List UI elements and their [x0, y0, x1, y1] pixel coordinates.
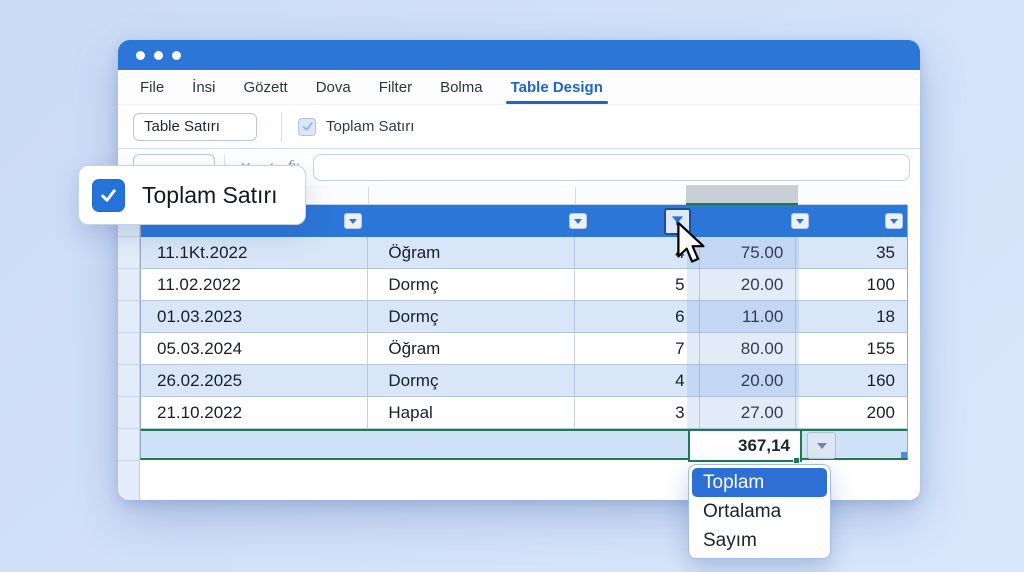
filter-funnel-icon	[671, 216, 684, 227]
dropdown-menu-item-toplam[interactable]: Toplam	[692, 468, 827, 497]
table-cell[interactable]: 160	[866, 371, 895, 390]
table-cell[interactable]: Dormç	[368, 269, 575, 300]
table-cell[interactable]: 11.1Kt.2022	[141, 237, 369, 268]
table-cell[interactable]: 155	[866, 339, 895, 358]
window-dot-icon[interactable]	[136, 50, 145, 60]
row-separator	[118, 364, 139, 365]
total-row-popup-checkbox[interactable]	[92, 178, 125, 212]
menu-bar: File İnsi Gözett Dova Filter Bolma Table Desig…	[118, 70, 920, 104]
table-body: 11.1Kt.2022 Öğram 4 75.00 35 11.02.2022 Dormç 5…	[140, 237, 908, 429]
table-cell[interactable]: 5	[575, 269, 700, 300]
window-dot-icon[interactable]	[154, 50, 163, 60]
table-cell[interactable]: 05.03.2024	[141, 333, 369, 364]
data-table: 11.1Kt.2022 Öğram 4 75.00 35 11.02.2022 Dormç 5…	[140, 205, 908, 464]
window-dot-icon[interactable]	[172, 50, 181, 60]
row-separator	[118, 268, 139, 269]
table-cell[interactable]: 3	[575, 397, 700, 428]
table-cell[interactable]: Öğram	[368, 237, 575, 268]
chevron-down-icon	[574, 218, 582, 224]
table-cell[interactable]: 75.00	[700, 237, 797, 268]
total-value-cell[interactable]: 367,14	[688, 429, 802, 462]
menu-item-gözett[interactable]: Gözett	[243, 78, 288, 96]
total-row-checkbox[interactable]	[298, 117, 316, 136]
chevron-down-icon	[349, 218, 357, 224]
row-separator	[118, 332, 139, 333]
table-row: 01.03.2023 Dormç 6 11.00 18	[140, 301, 908, 333]
column-separator	[368, 187, 369, 204]
table-cell[interactable]: 80.00	[700, 333, 797, 364]
sheet-area: 11.1Kt.2022 Öğram 4 75.00 35 11.02.2022 Dormç 5…	[118, 185, 920, 500]
total-function-dropdown-menu: Toplam Ortalama Sayım	[688, 464, 831, 559]
table-cell[interactable]: 18	[876, 307, 895, 326]
menu-item-bolma[interactable]: Bolma	[440, 78, 483, 96]
menu-item-dova[interactable]: Dova	[315, 78, 351, 96]
chevron-down-icon	[816, 442, 827, 449]
menu-item-file[interactable]: File	[140, 78, 165, 96]
selected-column-header[interactable]	[686, 185, 798, 205]
table-cell[interactable]: 01.03.2023	[141, 301, 369, 332]
formula-input[interactable]	[313, 153, 910, 181]
table-cell[interactable]: 11.02.2022	[141, 269, 369, 300]
chevron-down-icon	[796, 218, 804, 224]
table-row: 05.03.2024 Öğram 7 80.00 155	[140, 333, 908, 365]
table-row: 11.02.2022 Dormç 5 20.00 100	[140, 269, 908, 301]
table-cell[interactable]: 4	[575, 237, 700, 268]
table-cell[interactable]: 20.00	[700, 365, 797, 396]
table-cell[interactable]: 35	[876, 243, 895, 262]
total-row-checkbox-label: Toplam Satırı	[326, 118, 415, 135]
table-row: 21.10.2022 Hapal 3 27.00 200	[140, 397, 908, 429]
ribbon: Toplam Satırı	[118, 104, 920, 148]
title-bar	[118, 40, 920, 70]
column-separator	[575, 187, 576, 204]
table-cell[interactable]: 21.10.2022	[141, 397, 369, 428]
row-separator	[118, 300, 139, 301]
filter-dropdown-button[interactable]	[344, 213, 362, 229]
filter-dropdown-button[interactable]	[885, 213, 903, 229]
total-row-popup-label: Toplam Satırı	[142, 181, 278, 208]
table-cell[interactable]: 26.02.2025	[141, 365, 369, 396]
table-cell[interactable]: 20.00	[700, 269, 797, 300]
checkmark-icon	[302, 122, 313, 131]
table-cell[interactable]: Dormç	[368, 301, 575, 332]
row-separator	[118, 428, 139, 429]
table-cell[interactable]: 7	[575, 333, 700, 364]
filter-dropdown-button[interactable]	[569, 213, 587, 229]
table-row: 26.02.2025 Dormç 4 20.00 160	[140, 365, 908, 397]
table-name-input[interactable]	[133, 112, 257, 141]
row-separator	[118, 396, 139, 397]
row-separator	[118, 460, 139, 461]
menu-item-i̇nsi[interactable]: İnsi	[192, 78, 216, 96]
dropdown-menu-item-sayım[interactable]: Sayım	[703, 530, 757, 551]
table-cell[interactable]: Dormç	[368, 365, 575, 396]
filter-funnel-button[interactable]	[664, 208, 691, 235]
checkmark-icon	[101, 188, 116, 202]
table-resize-handle[interactable]	[901, 452, 907, 458]
table-cell[interactable]: Hapal	[368, 397, 575, 428]
table-cell[interactable]: 200	[866, 403, 895, 422]
menu-item-table-design[interactable]: Table Design	[497, 70, 617, 104]
filter-dropdown-button[interactable]	[791, 213, 809, 229]
menu-item-filter[interactable]: Filter	[378, 78, 413, 96]
table-cell[interactable]: 27.00	[700, 397, 797, 428]
dropdown-menu-item-ortalama[interactable]: Ortalama	[703, 501, 782, 522]
total-row[interactable]: 367,14	[140, 429, 908, 464]
row-header-strip[interactable]	[118, 205, 140, 500]
table-cell[interactable]: Öğram	[368, 333, 575, 364]
total-function-dropdown-button[interactable]	[807, 432, 836, 459]
spreadsheet-window: File İnsi Gözett Dova Filter Bolma Table Desig…	[118, 40, 920, 500]
table-cell[interactable]: 6	[575, 301, 700, 332]
row-separator	[118, 236, 139, 237]
chevron-down-icon	[890, 218, 898, 224]
total-row-popup: Toplam Satırı	[78, 165, 306, 225]
ribbon-divider	[281, 111, 282, 142]
table-row: 11.1Kt.2022 Öğram 4 75.00 35	[140, 237, 908, 269]
table-cell[interactable]: 11.00	[700, 301, 797, 332]
fill-handle[interactable]	[793, 457, 800, 464]
table-cell[interactable]: 100	[866, 275, 895, 294]
column-header-strip[interactable]	[140, 185, 908, 205]
table-cell[interactable]: 4	[575, 365, 700, 396]
